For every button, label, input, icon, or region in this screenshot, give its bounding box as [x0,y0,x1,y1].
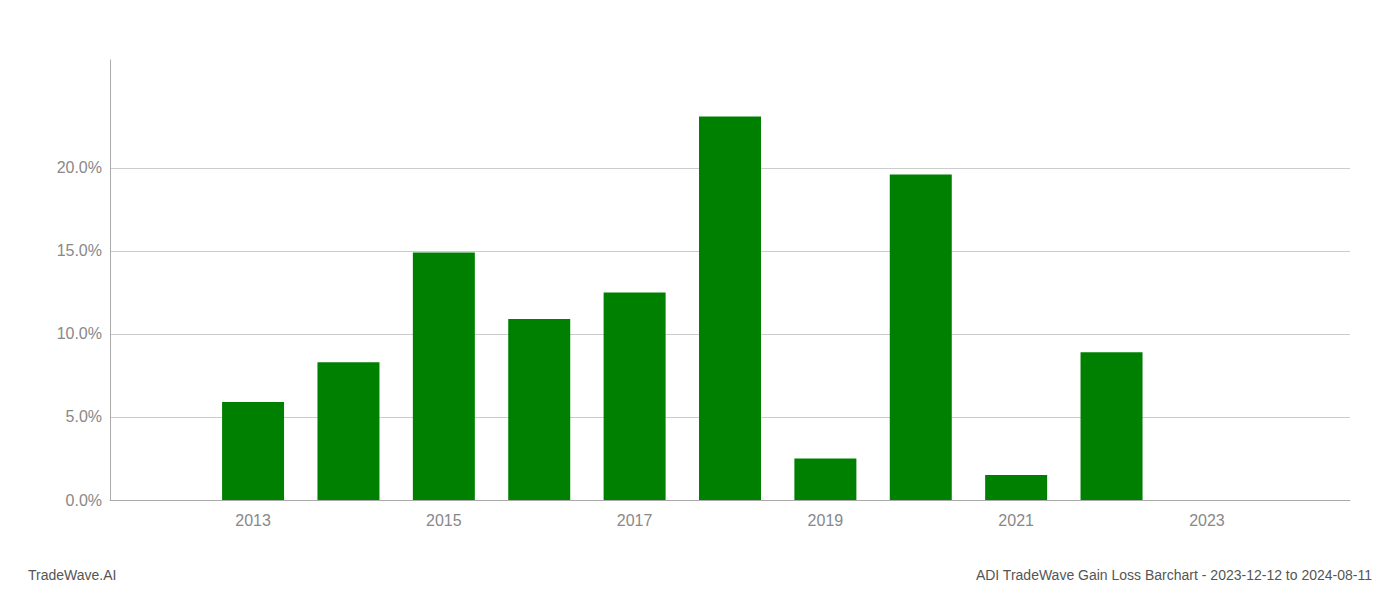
svg-text:ADI TradeWave Gain Loss Barcha: ADI TradeWave Gain Loss Barchart - 2023-… [976,567,1372,583]
svg-text:2017: 2017 [617,512,653,529]
svg-text:2023: 2023 [1189,512,1225,529]
svg-text:2021: 2021 [998,512,1034,529]
svg-text:2015: 2015 [426,512,462,529]
svg-text:20.0%: 20.0% [57,159,102,176]
svg-text:2019: 2019 [808,512,844,529]
svg-text:2013: 2013 [235,512,271,529]
svg-text:5.0%: 5.0% [66,408,102,425]
svg-text:TradeWave.AI: TradeWave.AI [28,567,116,583]
svg-text:15.0%: 15.0% [57,242,102,259]
svg-text:10.0%: 10.0% [57,325,102,342]
svg-text:0.0%: 0.0% [66,492,102,509]
